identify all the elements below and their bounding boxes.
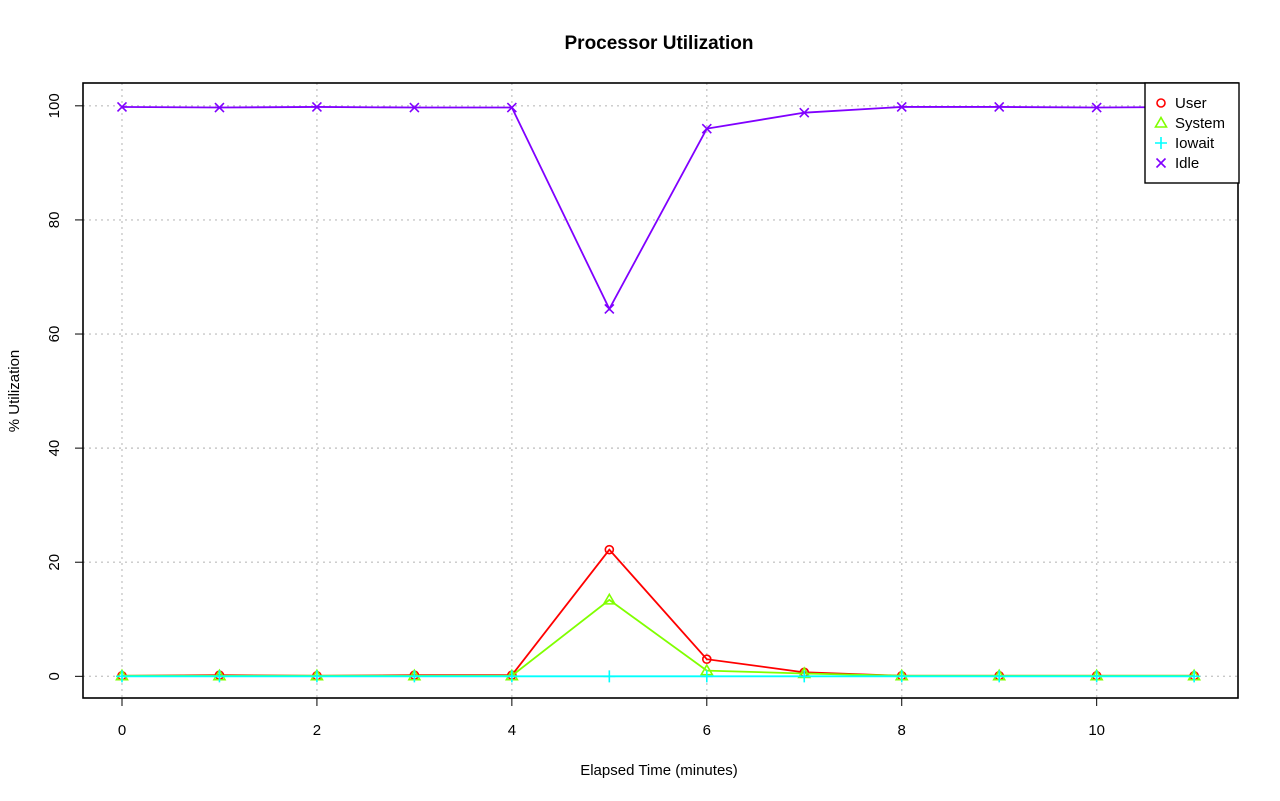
y-axis-label: % Utilization [6,350,23,433]
legend-label-idle: Idle [1175,155,1199,172]
series-iowait [115,670,1201,683]
series-line-idle [121,106,1195,311]
data-point-iowait [115,670,128,683]
data-point-idle [799,107,810,118]
legend-item-idle: Idle [1155,155,1199,172]
data-point-idle [604,303,615,314]
data-point-iowait [408,670,421,683]
x-tick-label: 0 [118,722,126,739]
data-point-iowait [505,670,518,683]
data-point-user [701,654,712,665]
legend-label-user: User [1175,95,1207,112]
data-point-idle [896,101,907,113]
data-point-iowait [700,670,713,683]
series-line-system [121,598,1195,677]
x-tick-label: 2 [313,722,321,739]
data-point-iowait [310,670,323,683]
legend-marker-iowait [1155,137,1167,149]
x-axis-label: Elapsed Time (minutes) [580,762,738,779]
legend-marker-user [1156,98,1166,108]
y-tick-label: 40 [46,440,63,457]
legend-item-system: System [1154,115,1225,132]
data-point-idle [701,123,712,134]
plot-frame [82,82,1239,699]
data-point-iowait [993,670,1006,683]
data-point-iowait [895,670,908,683]
data-point-idle [1091,102,1102,113]
chart-title: Processor Utilization [565,33,754,54]
legend-marker-idle [1155,157,1167,169]
grid [83,83,1238,698]
data-point-idle [214,102,225,113]
legend-marker-system [1154,115,1168,128]
legend-item-user: User [1156,95,1207,112]
data-point-iowait [213,670,226,683]
series-system [115,592,1202,681]
legend: User System Iowait Idle [1144,82,1240,184]
x-tick-label: 6 [703,722,711,739]
x-tick-label: 4 [508,722,516,739]
data-point-user [604,544,615,555]
series-line-user [121,548,1195,677]
data-point-system [602,592,617,605]
data-point-iowait [1090,670,1103,683]
series-group [115,101,1202,683]
data-point-iowait [1188,670,1201,683]
x-tick-label: 10 [1088,722,1105,739]
x-tick-label: 8 [898,722,906,739]
data-point-idle [506,102,517,113]
legend-label-system: System [1175,115,1225,132]
data-point-iowait [798,670,811,683]
y-tick-label: 60 [46,326,63,343]
series-user [117,544,1199,681]
y-tick-label: 80 [46,212,63,229]
y-tick-label: 0 [46,672,63,680]
data-point-idle [994,101,1005,113]
data-point-idle [311,101,322,113]
data-point-idle [409,102,420,113]
data-point-iowait [603,670,616,683]
legend-item-iowait: Iowait [1155,135,1215,152]
y-tick-label: 100 [46,93,63,118]
y-tick-label: 20 [46,554,63,571]
data-point-idle [116,101,128,113]
series-idle [116,101,1200,314]
legend-label-iowait: Iowait [1175,135,1215,152]
